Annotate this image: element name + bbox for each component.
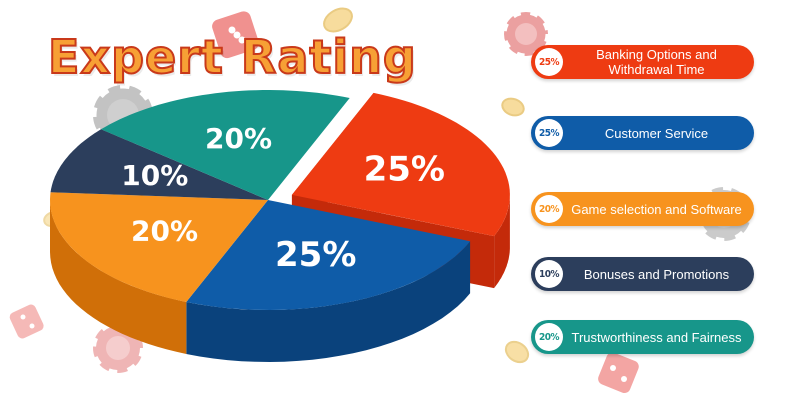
pie-slice-label: 25% <box>275 235 356 275</box>
dice-icon <box>212 11 259 59</box>
gold-coin-icon <box>501 97 525 117</box>
legend-badge: 20% <box>535 323 563 351</box>
pie-slice <box>186 200 471 310</box>
poker-chip-icon <box>501 9 551 59</box>
legend-label: Banking Options and Withdrawal Time <box>596 47 717 77</box>
legend-item-trustworthiness: 20% Trustworthiness and Fairness <box>531 320 754 354</box>
legend-badge: 20% <box>535 195 563 223</box>
legend-item-customer-service: 25% Customer Service <box>531 116 754 150</box>
gold-coin-icon <box>504 340 530 364</box>
legend-item-bonuses: 10% Bonuses and Promotions <box>531 257 754 291</box>
pie-slice-label: 20% <box>131 215 198 248</box>
pie-slice <box>50 192 268 302</box>
legend-label: Customer Service <box>604 125 709 141</box>
pie-slice-label: 10% <box>121 159 188 192</box>
gold-coin-icon <box>323 7 353 33</box>
legend-label: Game selection and Software <box>571 201 742 217</box>
pie-chart: 25% 25% 20% 10% 20% <box>50 90 510 362</box>
legend-badge: 25% <box>535 119 563 147</box>
pie-slice-side <box>50 200 187 354</box>
pie-labels: 25% 25% 20% 10% 20% <box>121 122 445 275</box>
legend-badge: 10% <box>535 260 563 288</box>
pie-slice-label: 20% <box>205 122 272 155</box>
pie-slice-label: 25% <box>364 149 445 189</box>
legend-item-banking: 25% Banking Options and Withdrawal Time <box>531 45 754 79</box>
legend-label: Bonuses and Promotions <box>583 266 730 282</box>
pie-slice-side <box>186 241 471 362</box>
pie-slice <box>101 90 350 200</box>
legend-label: Trustworthiness and Fairness <box>571 329 742 345</box>
pie-slice <box>291 92 510 237</box>
legend-item-game-selection: 20% Game selection and Software <box>531 192 754 226</box>
pie-slices <box>50 90 510 310</box>
pie-slice <box>50 129 268 200</box>
pie-slice-side <box>494 194 510 289</box>
dice-icon <box>9 304 44 339</box>
chart-title: Expert Rating <box>47 29 417 85</box>
legend-badge: 25% <box>535 48 563 76</box>
dice-icon <box>598 352 639 394</box>
